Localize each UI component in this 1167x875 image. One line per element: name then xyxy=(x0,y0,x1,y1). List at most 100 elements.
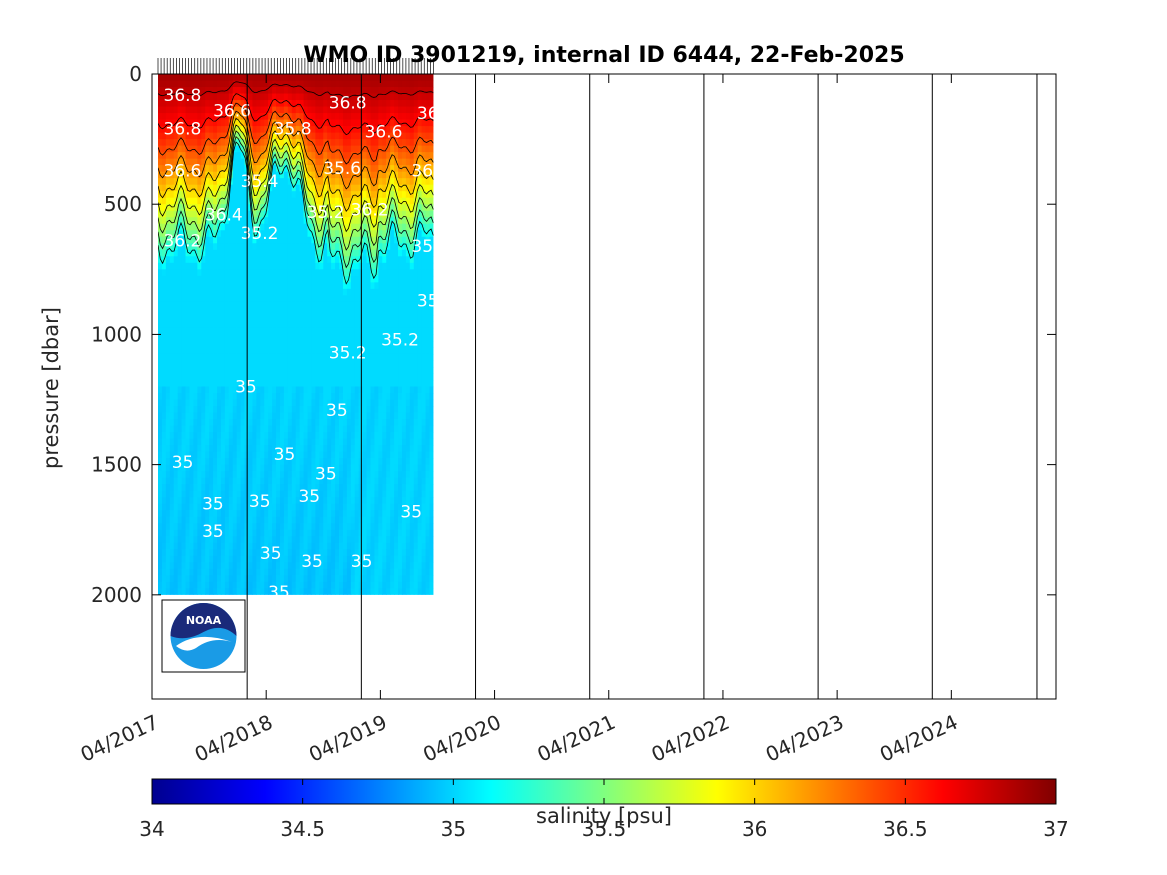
salinity-cell xyxy=(283,438,289,446)
salinity-cell xyxy=(339,308,344,316)
salinity-cell xyxy=(256,87,261,95)
salinity-cell xyxy=(181,393,187,401)
salinity-cell xyxy=(240,165,246,173)
salinity-cell xyxy=(264,353,269,362)
salinity-cell xyxy=(268,145,273,153)
salinity-cell xyxy=(224,113,230,121)
salinity-cell xyxy=(331,516,336,524)
salinity-cell xyxy=(224,510,230,518)
salinity-cell xyxy=(165,210,171,218)
salinity-cell xyxy=(323,223,328,231)
salinity-cell xyxy=(236,562,242,570)
salinity-cell xyxy=(366,217,372,225)
salinity-cell xyxy=(185,100,191,108)
salinity-cell xyxy=(181,223,187,231)
salinity-cell xyxy=(205,236,210,244)
salinity-cell xyxy=(177,223,183,231)
salinity-cell xyxy=(386,549,391,557)
salinity-cell xyxy=(394,490,399,498)
salinity-cell xyxy=(205,262,210,270)
salinity-cell xyxy=(232,321,238,329)
salinity-cell xyxy=(205,282,210,290)
salinity-cell xyxy=(189,126,195,134)
salinity-cell xyxy=(394,308,399,316)
salinity-cell xyxy=(366,288,372,296)
salinity-cell xyxy=(189,249,195,257)
salinity-cell xyxy=(319,288,324,296)
salinity-cell xyxy=(315,575,320,583)
salinity-cell xyxy=(287,432,293,440)
salinity-cell xyxy=(378,288,383,296)
salinity-cell xyxy=(390,347,395,355)
salinity-cell xyxy=(382,399,387,407)
salinity-cell xyxy=(307,197,313,205)
salinity-cell xyxy=(228,217,234,225)
salinity-cell xyxy=(398,516,403,524)
salinity-cell xyxy=(276,217,281,225)
salinity-cell xyxy=(213,282,218,290)
salinity-cell xyxy=(193,347,198,355)
salinity-cell xyxy=(173,516,179,524)
salinity-cell xyxy=(240,406,246,414)
salinity-cell xyxy=(362,165,368,173)
salinity-cell xyxy=(350,581,356,589)
salinity-cell xyxy=(370,497,376,505)
salinity-cell xyxy=(398,334,403,342)
salinity-cell xyxy=(264,80,269,88)
salinity-cell xyxy=(311,171,316,179)
salinity-cell xyxy=(279,516,285,524)
salinity-cell xyxy=(283,588,289,595)
salinity-cell xyxy=(354,497,360,505)
salinity-cell xyxy=(295,386,301,394)
salinity-cell xyxy=(319,419,324,427)
salinity-cell xyxy=(386,171,391,179)
salinity-cell xyxy=(370,243,376,251)
salinity-cell xyxy=(256,451,261,459)
salinity-cell xyxy=(378,321,383,329)
salinity-cell xyxy=(252,223,257,231)
salinity-cell xyxy=(193,126,198,134)
salinity-cell xyxy=(386,399,391,407)
salinity-cell xyxy=(220,575,226,583)
salinity-cell xyxy=(386,523,391,531)
salinity-cell xyxy=(342,555,348,563)
salinity-cell xyxy=(248,529,254,537)
salinity-cell xyxy=(224,386,230,394)
salinity-cell xyxy=(161,230,167,238)
salinity-cell xyxy=(378,445,383,453)
salinity-cell xyxy=(323,243,328,251)
salinity-cell xyxy=(201,139,206,147)
salinity-cell xyxy=(283,340,289,349)
salinity-cell xyxy=(256,184,261,192)
salinity-cell xyxy=(350,321,356,329)
salinity-cell xyxy=(386,126,391,134)
salinity-cell xyxy=(283,419,289,427)
salinity-cell xyxy=(256,360,261,368)
salinity-cell xyxy=(378,152,383,160)
salinity-cell xyxy=(342,549,348,557)
salinity-cell xyxy=(374,432,379,440)
salinity-cell xyxy=(279,458,285,466)
salinity-cell xyxy=(279,321,285,329)
salinity-cell xyxy=(173,210,179,218)
salinity-cell xyxy=(197,197,202,205)
salinity-cell xyxy=(386,145,391,153)
salinity-cell xyxy=(232,477,238,485)
salinity-cell xyxy=(279,366,285,375)
salinity-cell xyxy=(161,301,167,309)
salinity-cell xyxy=(331,158,336,166)
salinity-cell xyxy=(327,477,332,485)
salinity-cell xyxy=(386,568,391,576)
salinity-cell xyxy=(240,497,246,505)
salinity-cell xyxy=(331,562,336,570)
salinity-cell xyxy=(382,184,387,192)
salinity-cell xyxy=(169,379,175,388)
salinity-cell xyxy=(256,126,261,134)
salinity-cell xyxy=(177,366,183,375)
salinity-cell xyxy=(232,360,238,368)
salinity-cell xyxy=(224,588,230,595)
salinity-cell xyxy=(236,412,242,420)
salinity-cell xyxy=(189,243,195,251)
salinity-cell xyxy=(362,184,368,192)
salinity-cell xyxy=(276,106,281,114)
